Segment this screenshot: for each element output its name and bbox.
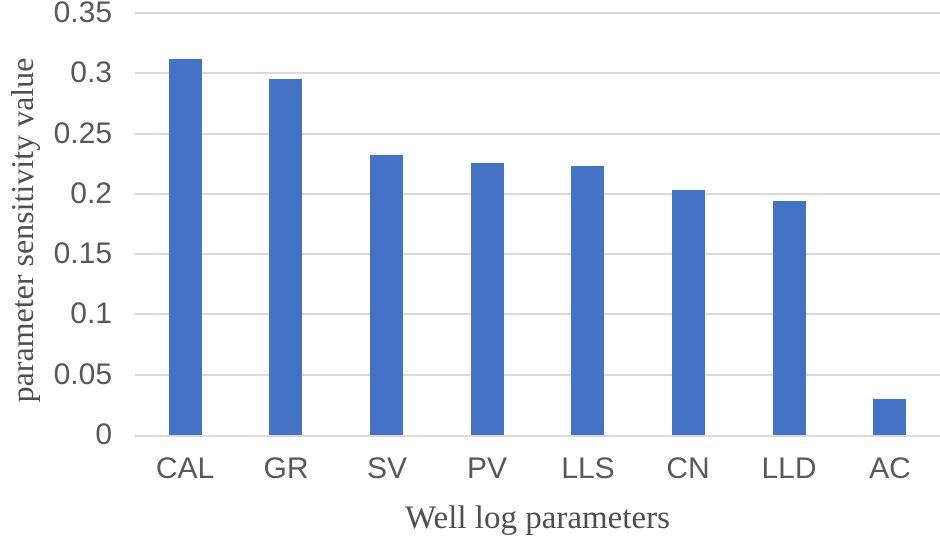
bar-sv [370, 155, 403, 435]
bar-gr [269, 79, 302, 435]
gridline-y-0.1 [135, 313, 940, 316]
gridline-y-0.2 [135, 192, 940, 195]
gridline-y-0.3 [135, 72, 940, 75]
category-label-cal: CAL [155, 452, 215, 485]
gridline-y-0.15 [135, 253, 940, 256]
y-tick-label-0.15: 0.15 [53, 237, 112, 270]
bar-cn [672, 190, 705, 435]
bar-pv [471, 163, 504, 435]
gridline-y-0.35 [135, 12, 940, 14]
category-label-sv: SV [366, 452, 408, 485]
y-tick-label-0.2: 0.2 [70, 177, 112, 210]
x-axis-title: Well log parameters [405, 500, 670, 536]
y-tick-label-0.35: 0.35 [53, 0, 112, 29]
category-label-ac: AC [869, 452, 911, 485]
y-tick-label-0.05: 0.05 [53, 358, 112, 391]
bar-lls [571, 166, 604, 435]
category-label-pv: PV [466, 452, 508, 485]
y-tick-label-0.1: 0.1 [70, 297, 112, 330]
gridline-y-0.25 [135, 132, 940, 135]
plot-area [135, 0, 940, 437]
bar-lld [773, 201, 806, 435]
category-label-gr: GR [263, 452, 309, 485]
y-tick-label-0.25: 0.25 [53, 117, 112, 150]
category-label-lls: LLS [561, 452, 615, 485]
category-label-lld: LLD [761, 452, 817, 485]
gridline-y-0.05 [135, 373, 940, 376]
category-label-cn: CN [666, 452, 710, 485]
y-tick-label-0.3: 0.3 [70, 56, 112, 89]
y-tick-label-0: 0 [95, 418, 112, 451]
bar-cal [169, 59, 202, 435]
bar-ac [873, 399, 906, 435]
